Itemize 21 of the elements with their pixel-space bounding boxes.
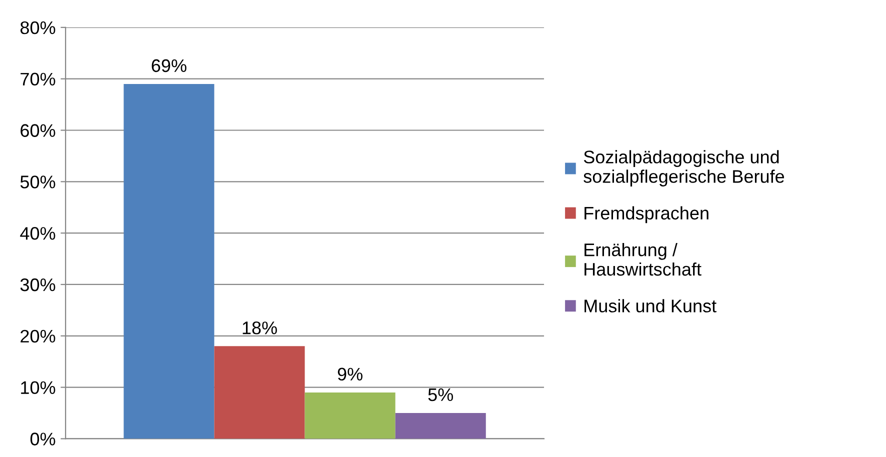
bar — [304, 392, 396, 439]
data-label: 5% — [428, 388, 454, 402]
bar — [214, 346, 305, 439]
y-tick-label: 0% — [30, 432, 56, 446]
y-tick-label: 30% — [20, 278, 56, 292]
y-tick-label: 20% — [20, 330, 56, 343]
y-tick-label: 60% — [20, 124, 56, 137]
legend-label: Sozialpädagogische und sozialpflegerische Berufe — [584, 150, 784, 186]
y-tick-label: 70% — [20, 72, 56, 86]
y-tick-label: 50% — [20, 176, 56, 188]
legend-label: Ernährung / Hauswirtschaft — [584, 243, 702, 276]
data-label: 9% — [338, 368, 362, 381]
y-tick-label: 40% — [20, 227, 56, 240]
y-tick-label: 10% — [21, 381, 56, 394]
y-tick-label: 80% — [20, 21, 56, 34]
data-label: 69% — [152, 59, 186, 72]
bar — [395, 413, 486, 439]
data-label: 18% — [242, 321, 277, 334]
legend-label: Musik und Kunst — [584, 299, 716, 312]
legend-label: Fremdsprachen — [584, 206, 708, 224]
bar — [124, 84, 214, 439]
